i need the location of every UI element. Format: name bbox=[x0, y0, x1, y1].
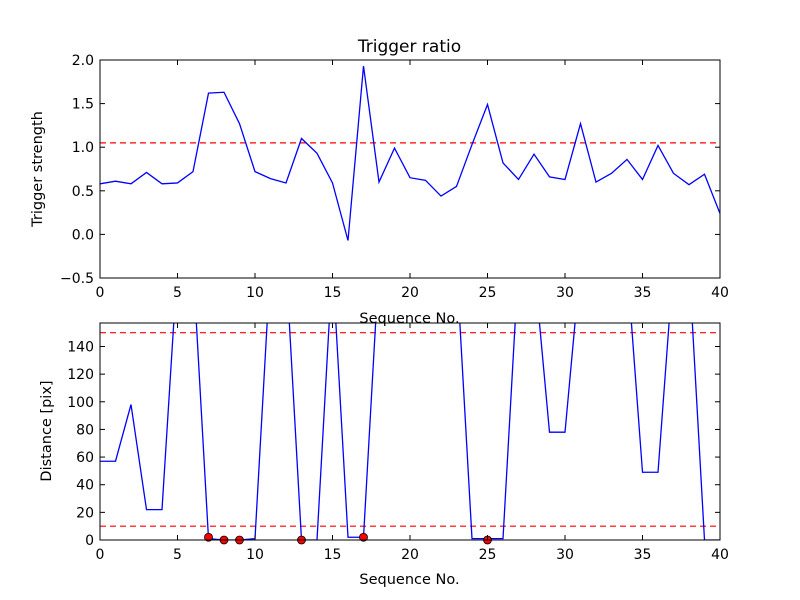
x-tick-label: 35 bbox=[634, 547, 652, 563]
x-tick-label: 15 bbox=[324, 285, 342, 301]
y-tick-label: 0.0 bbox=[72, 227, 94, 243]
y-tick-label: 1.5 bbox=[72, 97, 94, 113]
y-tick-label: 1.0 bbox=[72, 140, 94, 156]
y-tick-label: 100 bbox=[67, 395, 94, 411]
x-tick-label: 25 bbox=[479, 547, 497, 563]
y-tick-label: 60 bbox=[76, 450, 94, 466]
bottom-plot-frame bbox=[99, 322, 721, 541]
x-tick-label: 5 bbox=[173, 547, 182, 563]
bottom-y-axis-label: Distance [pix] bbox=[39, 380, 55, 481]
y-tick-label: −0.5 bbox=[60, 271, 94, 287]
bottom-x-ticks: 0 5 10 15 20 25 30 35 40 bbox=[96, 323, 729, 563]
x-tick-label: 5 bbox=[173, 285, 182, 301]
y-tick-label: 120 bbox=[67, 367, 94, 383]
data-point-marker bbox=[204, 532, 213, 542]
x-tick-label: 15 bbox=[324, 547, 342, 563]
y-tick-label: 0.5 bbox=[72, 184, 94, 200]
y-tick-label: 2.0 bbox=[72, 53, 94, 69]
data-point-marker bbox=[359, 532, 368, 542]
x-tick-label: 0 bbox=[96, 285, 105, 301]
y-tick-label: 20 bbox=[76, 505, 94, 521]
x-tick-label: 40 bbox=[711, 547, 729, 563]
x-tick-label: 30 bbox=[556, 285, 574, 301]
bottom-x-axis-label: Sequence No. bbox=[359, 572, 459, 588]
x-tick-label: 30 bbox=[556, 547, 574, 563]
bottom-threshold-lines bbox=[100, 332, 720, 527]
x-tick-label: 0 bbox=[96, 547, 105, 563]
top-series-line bbox=[100, 66, 720, 241]
top-y-axis-label: Trigger strength bbox=[30, 111, 46, 228]
x-tick-label: 10 bbox=[246, 547, 264, 563]
x-tick-label: 40 bbox=[711, 285, 729, 301]
top-panel: Trigger ratio 0 5 10 15 20 25 30 35 40 −0.5 0.0 0.… bbox=[30, 37, 729, 327]
top-chart-title: Trigger ratio bbox=[357, 37, 461, 57]
y-tick-label: 40 bbox=[76, 478, 94, 494]
bottom-series-line bbox=[100, 323, 720, 540]
x-tick-label: 25 bbox=[479, 285, 497, 301]
y-tick-label: 80 bbox=[76, 422, 94, 438]
bottom-panel: 0 5 10 15 20 25 30 35 40 0 20 40 60 80 100 120 140 Sequ… bbox=[39, 322, 729, 588]
y-tick-label: 140 bbox=[67, 339, 94, 355]
y-tick-label: 0 bbox=[85, 533, 94, 549]
x-tick-label: 35 bbox=[634, 285, 652, 301]
top-x-ticks: 0 5 10 15 20 25 30 35 40 bbox=[96, 60, 729, 301]
top-y-ticks: −0.5 0.0 0.5 1.0 1.5 2.0 bbox=[60, 53, 720, 287]
x-tick-label: 20 bbox=[401, 547, 419, 563]
bottom-y-ticks: 0 20 40 60 80 100 120 140 bbox=[67, 339, 720, 549]
x-tick-label: 20 bbox=[401, 285, 419, 301]
x-tick-label: 10 bbox=[246, 285, 264, 301]
